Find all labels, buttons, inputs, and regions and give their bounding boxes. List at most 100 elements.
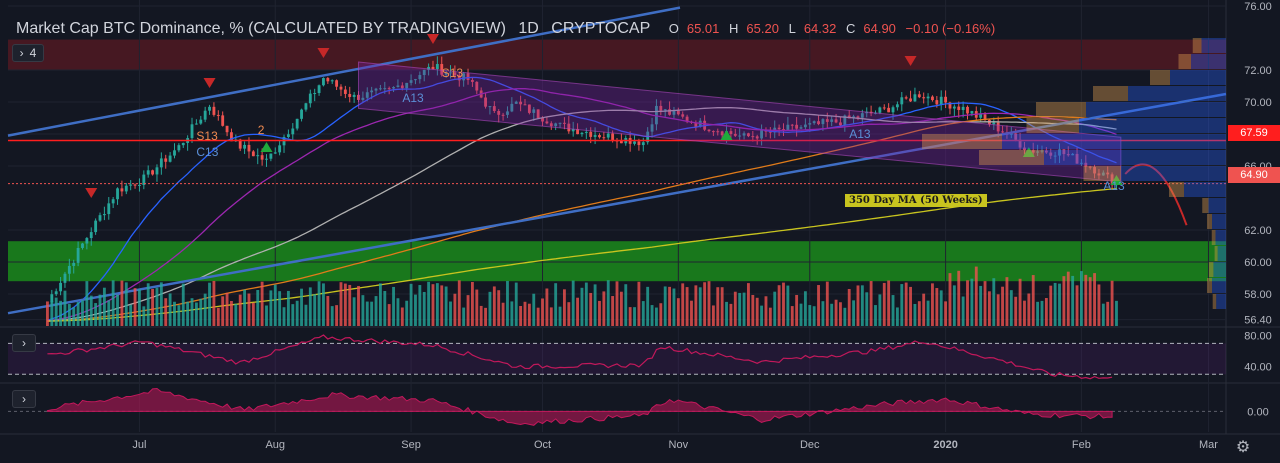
candle-body [825, 119, 829, 122]
volume-bar [935, 288, 939, 326]
candle-body [554, 123, 558, 127]
volume-bar [1031, 275, 1035, 326]
volume-bar [576, 297, 579, 326]
volume-bar [891, 295, 895, 326]
td-sequential-mark: A13 [849, 127, 871, 141]
candle-body [1009, 133, 1013, 135]
volume-bar [155, 287, 159, 326]
candle-body [795, 124, 799, 129]
volume-bar [1005, 277, 1009, 326]
candle-body [659, 105, 663, 111]
candle-body [295, 118, 299, 129]
candle-body [1053, 155, 1057, 157]
candle-body [392, 87, 395, 89]
candle-body [821, 119, 825, 125]
candle-body [545, 121, 549, 124]
candle-body [396, 85, 400, 88]
volume-profile-bar [1044, 150, 1226, 165]
volume-bar [917, 301, 921, 326]
candle-body [589, 131, 593, 137]
volume-bar [102, 287, 106, 326]
volume-bar [466, 295, 470, 326]
volume-profile-bar [1026, 118, 1079, 133]
indicators-toggle-button[interactable]: › 4 [12, 44, 44, 62]
volume-bar [142, 306, 146, 326]
candle-body [326, 78, 330, 82]
volume-bar [961, 296, 965, 326]
volume-bar [330, 306, 334, 326]
volume-bar [286, 290, 290, 326]
candle-body [843, 115, 847, 126]
candle-body [935, 100, 939, 105]
sell-signal-arrow [904, 56, 917, 66]
candle-body [383, 88, 387, 90]
candle-body [457, 75, 461, 81]
volume-bar [834, 299, 838, 326]
candle-body [440, 64, 444, 75]
volume-profile-bar [1036, 102, 1086, 117]
volume-bar [992, 278, 996, 326]
rsi-y-tick-label: 80.00 [1244, 331, 1272, 343]
volume-bar [405, 300, 409, 326]
candle-body [291, 128, 295, 135]
candle-body [803, 124, 807, 128]
volume-bar [1001, 286, 1004, 326]
gear-icon[interactable]: ⚙ [1235, 439, 1251, 456]
chevron-right-icon: › [19, 46, 24, 60]
volume-bar [1088, 277, 1092, 326]
volume-bar [234, 303, 238, 326]
candle-body [146, 170, 150, 175]
volume-bar [422, 291, 426, 326]
buy-signal-arrow [260, 142, 273, 152]
candle-body [856, 116, 860, 118]
candle-body [63, 273, 67, 283]
volume-bar [400, 307, 404, 326]
candle-body [116, 188, 119, 200]
rsi-pane-toggle-button[interactable]: › [12, 334, 36, 352]
volume-bar [549, 307, 553, 326]
candle-body [1084, 162, 1088, 167]
candle-body [584, 131, 588, 133]
volume-bar [203, 293, 207, 326]
volume-bar [194, 302, 198, 326]
volume-bar [1018, 278, 1022, 326]
volume-bar [177, 305, 181, 326]
upper-trendline [7, 6, 681, 137]
volume-bar [979, 285, 983, 326]
histogram-pane-toggle-button[interactable]: › [12, 390, 36, 408]
candle-body [155, 167, 159, 175]
volume-bar [484, 307, 487, 326]
candle-body [966, 106, 969, 114]
volume-bar [260, 281, 264, 326]
interval-label[interactable]: 1D [518, 20, 539, 37]
volume-bar [663, 286, 667, 326]
candle-body [1093, 167, 1096, 174]
volume-bar [295, 300, 299, 326]
volume-bar [50, 301, 54, 326]
volume-bar [1049, 285, 1053, 326]
volume-bar [952, 285, 956, 326]
volume-bar [554, 283, 558, 326]
volume-bar [738, 292, 742, 326]
volume-bar [190, 298, 194, 326]
candle-body [900, 97, 904, 105]
volume-bar [116, 294, 119, 326]
candle-body [808, 123, 812, 125]
volume-bar [532, 293, 536, 326]
candle-body [94, 220, 98, 233]
candle-body [593, 135, 597, 137]
volume-bar [852, 300, 856, 326]
volume-bar [265, 305, 268, 326]
candle-body [633, 141, 636, 144]
candle-body [378, 88, 382, 90]
rsi-line [47, 334, 1113, 380]
volume-bar [619, 291, 623, 326]
candle-body [67, 265, 71, 274]
volume-bar [444, 286, 448, 326]
symbol-title[interactable]: Market Cap BTC Dominance, % (CALCULATED … [16, 20, 506, 37]
volume-bar [1097, 284, 1101, 326]
candle-body [694, 122, 698, 127]
candle-body [580, 132, 584, 135]
